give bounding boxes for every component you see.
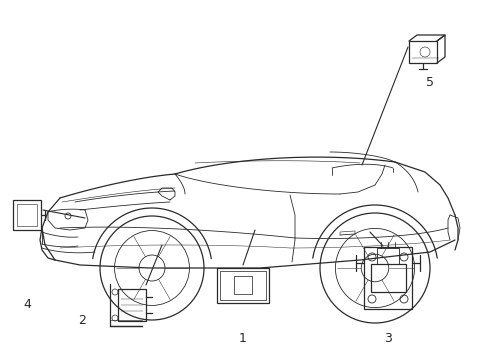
Text: 3: 3 bbox=[383, 332, 391, 345]
Text: 2: 2 bbox=[78, 314, 86, 327]
Bar bbox=[217, 267, 268, 302]
Bar bbox=[363, 247, 411, 309]
Bar bbox=[118, 289, 146, 321]
Bar bbox=[408, 41, 436, 63]
Bar bbox=[234, 276, 251, 294]
Bar bbox=[376, 248, 398, 264]
Bar bbox=[17, 204, 37, 226]
Bar bbox=[220, 270, 265, 300]
Bar bbox=[13, 200, 41, 230]
Bar bbox=[370, 264, 405, 292]
Text: 1: 1 bbox=[239, 332, 246, 345]
Text: 4: 4 bbox=[23, 298, 31, 311]
Text: 5: 5 bbox=[425, 76, 433, 89]
